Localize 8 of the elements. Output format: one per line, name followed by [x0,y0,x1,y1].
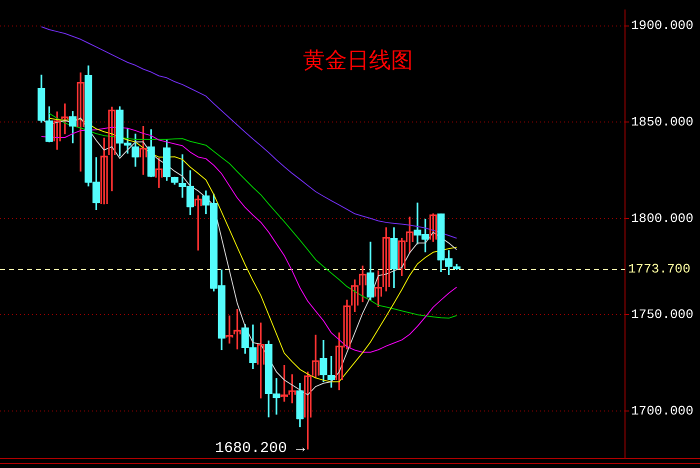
y-tick-label: 1700.000 [631,403,694,418]
y-tick-label: 1900.000 [631,18,694,34]
y-tick-label: 1800.000 [631,210,694,226]
ref-line-label: 1773.700 [628,261,690,276]
annotation: 1680.200 → [214,440,305,457]
y-tick-label: 1850.000 [631,114,694,130]
y-tick-label: 1750.000 [631,307,694,322]
text: 黄金日线图 [303,48,414,73]
